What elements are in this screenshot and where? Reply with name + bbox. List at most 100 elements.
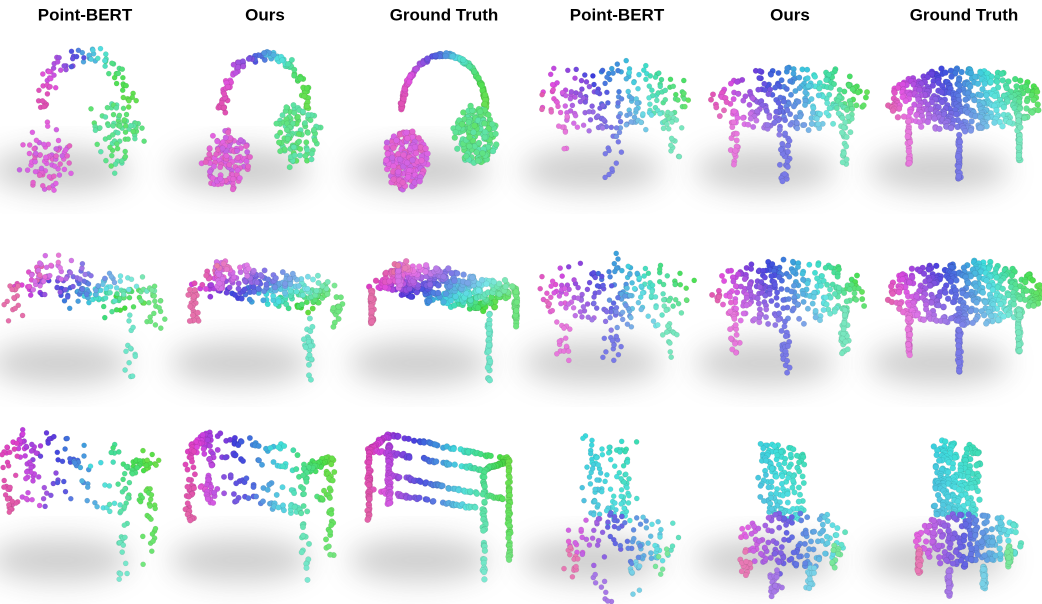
point: [784, 343, 791, 350]
point: [304, 508, 311, 515]
point: [108, 449, 115, 456]
point: [808, 120, 815, 127]
point: [42, 252, 49, 259]
point: [731, 315, 738, 322]
point: [56, 172, 63, 178]
point: [130, 303, 137, 310]
point: [843, 106, 851, 114]
point: [250, 483, 257, 491]
point: [799, 290, 807, 298]
point: [776, 131, 783, 138]
point: [974, 80, 982, 88]
point: [556, 293, 563, 299]
point: [941, 317, 949, 325]
point: [815, 121, 822, 128]
point: [126, 294, 133, 301]
point: [650, 318, 657, 324]
point: [204, 436, 211, 443]
point: [636, 71, 642, 78]
point: [261, 49, 268, 56]
point: [29, 496, 35, 503]
point-cloud: [170, 429, 338, 583]
point: [680, 77, 687, 84]
point: [121, 470, 128, 477]
shadow: [0, 341, 130, 385]
point: [594, 89, 601, 96]
point: [615, 256, 621, 262]
point: [199, 431, 206, 438]
point: [283, 126, 290, 133]
point: [730, 96, 737, 103]
point: [208, 462, 215, 469]
point: [843, 133, 850, 141]
point: [109, 308, 115, 315]
point: [390, 176, 397, 183]
point: [762, 314, 770, 321]
point: [130, 128, 136, 135]
point: [800, 298, 807, 305]
point: [53, 145, 59, 152]
point: [290, 447, 297, 454]
point: [236, 175, 243, 182]
point: [279, 57, 286, 64]
point: [906, 139, 914, 146]
point: [299, 292, 307, 299]
point: [330, 323, 337, 330]
point: [772, 321, 779, 329]
point: [643, 76, 649, 83]
point: [889, 107, 897, 115]
point: [40, 495, 47, 502]
point: [327, 528, 334, 535]
point: [92, 127, 99, 134]
point: [16, 166, 23, 173]
point: [190, 293, 197, 300]
point: [614, 324, 621, 331]
point: [815, 261, 822, 269]
point: [862, 94, 869, 101]
point: [227, 472, 234, 479]
point: [404, 173, 412, 181]
point: [842, 307, 849, 314]
point: [581, 72, 588, 78]
point: [732, 321, 739, 329]
point: [563, 290, 570, 297]
point: [291, 503, 298, 510]
point: [20, 141, 26, 148]
point: [218, 99, 225, 107]
point: [729, 124, 736, 131]
point: [187, 517, 194, 524]
point: [222, 134, 229, 141]
point: [664, 323, 671, 329]
point: [451, 277, 458, 285]
point: [449, 52, 456, 60]
point-cloud: [349, 431, 514, 583]
point: [15, 283, 21, 289]
point: [816, 85, 823, 92]
point: [955, 342, 962, 350]
point: [973, 299, 980, 306]
point: [765, 320, 772, 327]
point: [148, 516, 154, 523]
point: [223, 289, 230, 296]
point: [46, 184, 52, 191]
point: [475, 74, 482, 82]
point: [94, 141, 101, 148]
point: [1, 477, 8, 484]
point: [101, 275, 108, 282]
point: [329, 455, 336, 462]
point: [440, 273, 447, 281]
point: [579, 86, 585, 92]
point: [787, 91, 795, 98]
point: [555, 103, 561, 110]
point: [277, 148, 284, 155]
point: [157, 297, 164, 304]
point: [62, 286, 69, 293]
point: [611, 260, 618, 267]
point: [54, 284, 61, 291]
point: [649, 288, 656, 295]
point: [144, 457, 151, 464]
point: [281, 289, 288, 296]
point: [590, 73, 596, 79]
point: [775, 316, 782, 323]
point: [242, 278, 249, 285]
